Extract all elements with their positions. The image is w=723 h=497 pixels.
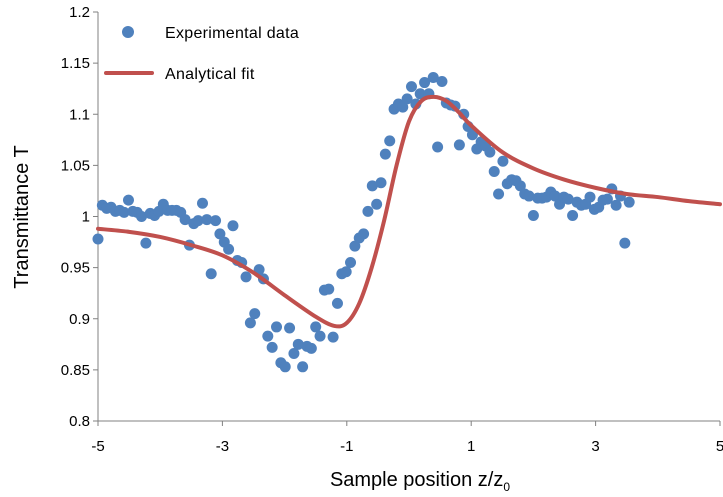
y-tick-label: 0.8 <box>69 413 90 430</box>
data-point <box>201 214 213 226</box>
y-axis: 0.8 0.85 0.9 0.95 1 1.05 1.1 1.15 1.2 <box>61 4 99 430</box>
y-tick-label: 0.95 <box>61 260 90 277</box>
data-point <box>310 321 322 333</box>
data-point <box>331 297 343 309</box>
x-tick-label: 5 <box>716 438 723 455</box>
data-point <box>340 266 352 278</box>
legend-label-experimental: Experimental data <box>165 25 299 42</box>
data-point <box>140 237 152 249</box>
x-axis: -5 -3 -1 1 3 5 <box>91 420 723 455</box>
data-point <box>249 308 261 320</box>
data-point <box>493 188 505 200</box>
data-point <box>436 76 448 88</box>
x-tick-label: -3 <box>216 438 229 455</box>
data-point <box>192 215 204 227</box>
data-point <box>345 257 357 269</box>
data-point <box>297 361 309 373</box>
data-point <box>292 338 304 350</box>
data-point <box>562 193 574 205</box>
data-point <box>179 214 191 226</box>
data-point <box>240 271 252 283</box>
data-point <box>397 101 409 113</box>
data-point <box>375 177 387 189</box>
data-point <box>362 205 374 217</box>
data-point <box>196 197 208 209</box>
data-point <box>584 191 596 203</box>
y-tick-label: 1.1 <box>69 106 90 123</box>
data-point <box>432 141 444 153</box>
data-point <box>623 196 635 208</box>
y-tick-label: 0.85 <box>61 362 90 379</box>
data-point <box>371 198 383 210</box>
data-point <box>567 209 579 221</box>
data-point <box>262 330 274 342</box>
series-analytical-fit <box>96 94 722 329</box>
y-axis-title: Transmittance T <box>11 145 33 288</box>
legend-marker-experimental <box>122 26 134 38</box>
x-axis-title-main: Sample position z/z <box>330 469 503 491</box>
data-point <box>488 166 500 178</box>
x-tick-label: -1 <box>340 438 353 455</box>
data-point <box>366 180 378 192</box>
data-point <box>419 77 431 89</box>
data-point <box>314 330 326 342</box>
data-point <box>349 240 361 252</box>
x-tick-label: 3 <box>591 438 599 455</box>
data-point <box>414 88 426 100</box>
y-tick-label: 1 <box>82 209 90 226</box>
y-tick-label: 0.9 <box>69 311 90 328</box>
data-point <box>214 228 226 240</box>
data-point <box>610 199 622 211</box>
x-tick-label: 1 <box>467 438 475 455</box>
data-point <box>358 228 370 240</box>
data-point <box>92 233 104 245</box>
data-point <box>244 317 256 329</box>
data-point <box>118 206 130 218</box>
x-axis-title: Sample position z/z0 <box>330 469 510 494</box>
data-point <box>466 129 478 141</box>
data-point <box>601 193 613 205</box>
data-point <box>405 81 417 93</box>
data-point <box>122 194 134 206</box>
data-point <box>136 211 148 222</box>
data-point <box>271 321 283 333</box>
data-point <box>401 93 413 105</box>
data-point <box>223 243 235 255</box>
data-point <box>305 342 317 354</box>
data-point <box>514 180 526 192</box>
y-tick-label: 1.05 <box>61 157 90 174</box>
data-point <box>619 237 631 249</box>
data-point <box>379 148 391 160</box>
data-point <box>497 155 509 167</box>
data-point <box>523 190 535 202</box>
data-point <box>327 331 339 343</box>
data-point <box>453 139 465 151</box>
plot-area <box>92 71 722 373</box>
data-point <box>484 146 496 158</box>
data-point <box>266 341 278 353</box>
series-experimental-data <box>92 71 635 373</box>
legend-label-fit: Analytical fit <box>165 66 255 83</box>
data-point <box>527 209 539 221</box>
x-tick-label: -5 <box>91 438 104 455</box>
x-axis-title-subscript: 0 <box>503 480 510 494</box>
legend: Experimental data Analytical fit <box>104 25 299 83</box>
data-point <box>205 268 217 280</box>
data-point <box>384 135 396 147</box>
data-point <box>288 348 300 360</box>
y-tick-label: 1.2 <box>69 4 90 21</box>
y-tick-label: 1.15 <box>61 55 90 72</box>
data-point <box>227 220 239 232</box>
data-point <box>427 71 439 83</box>
data-point <box>323 283 335 295</box>
data-point <box>549 190 561 202</box>
data-point <box>284 322 296 334</box>
data-point <box>210 215 222 227</box>
data-point <box>279 361 291 373</box>
